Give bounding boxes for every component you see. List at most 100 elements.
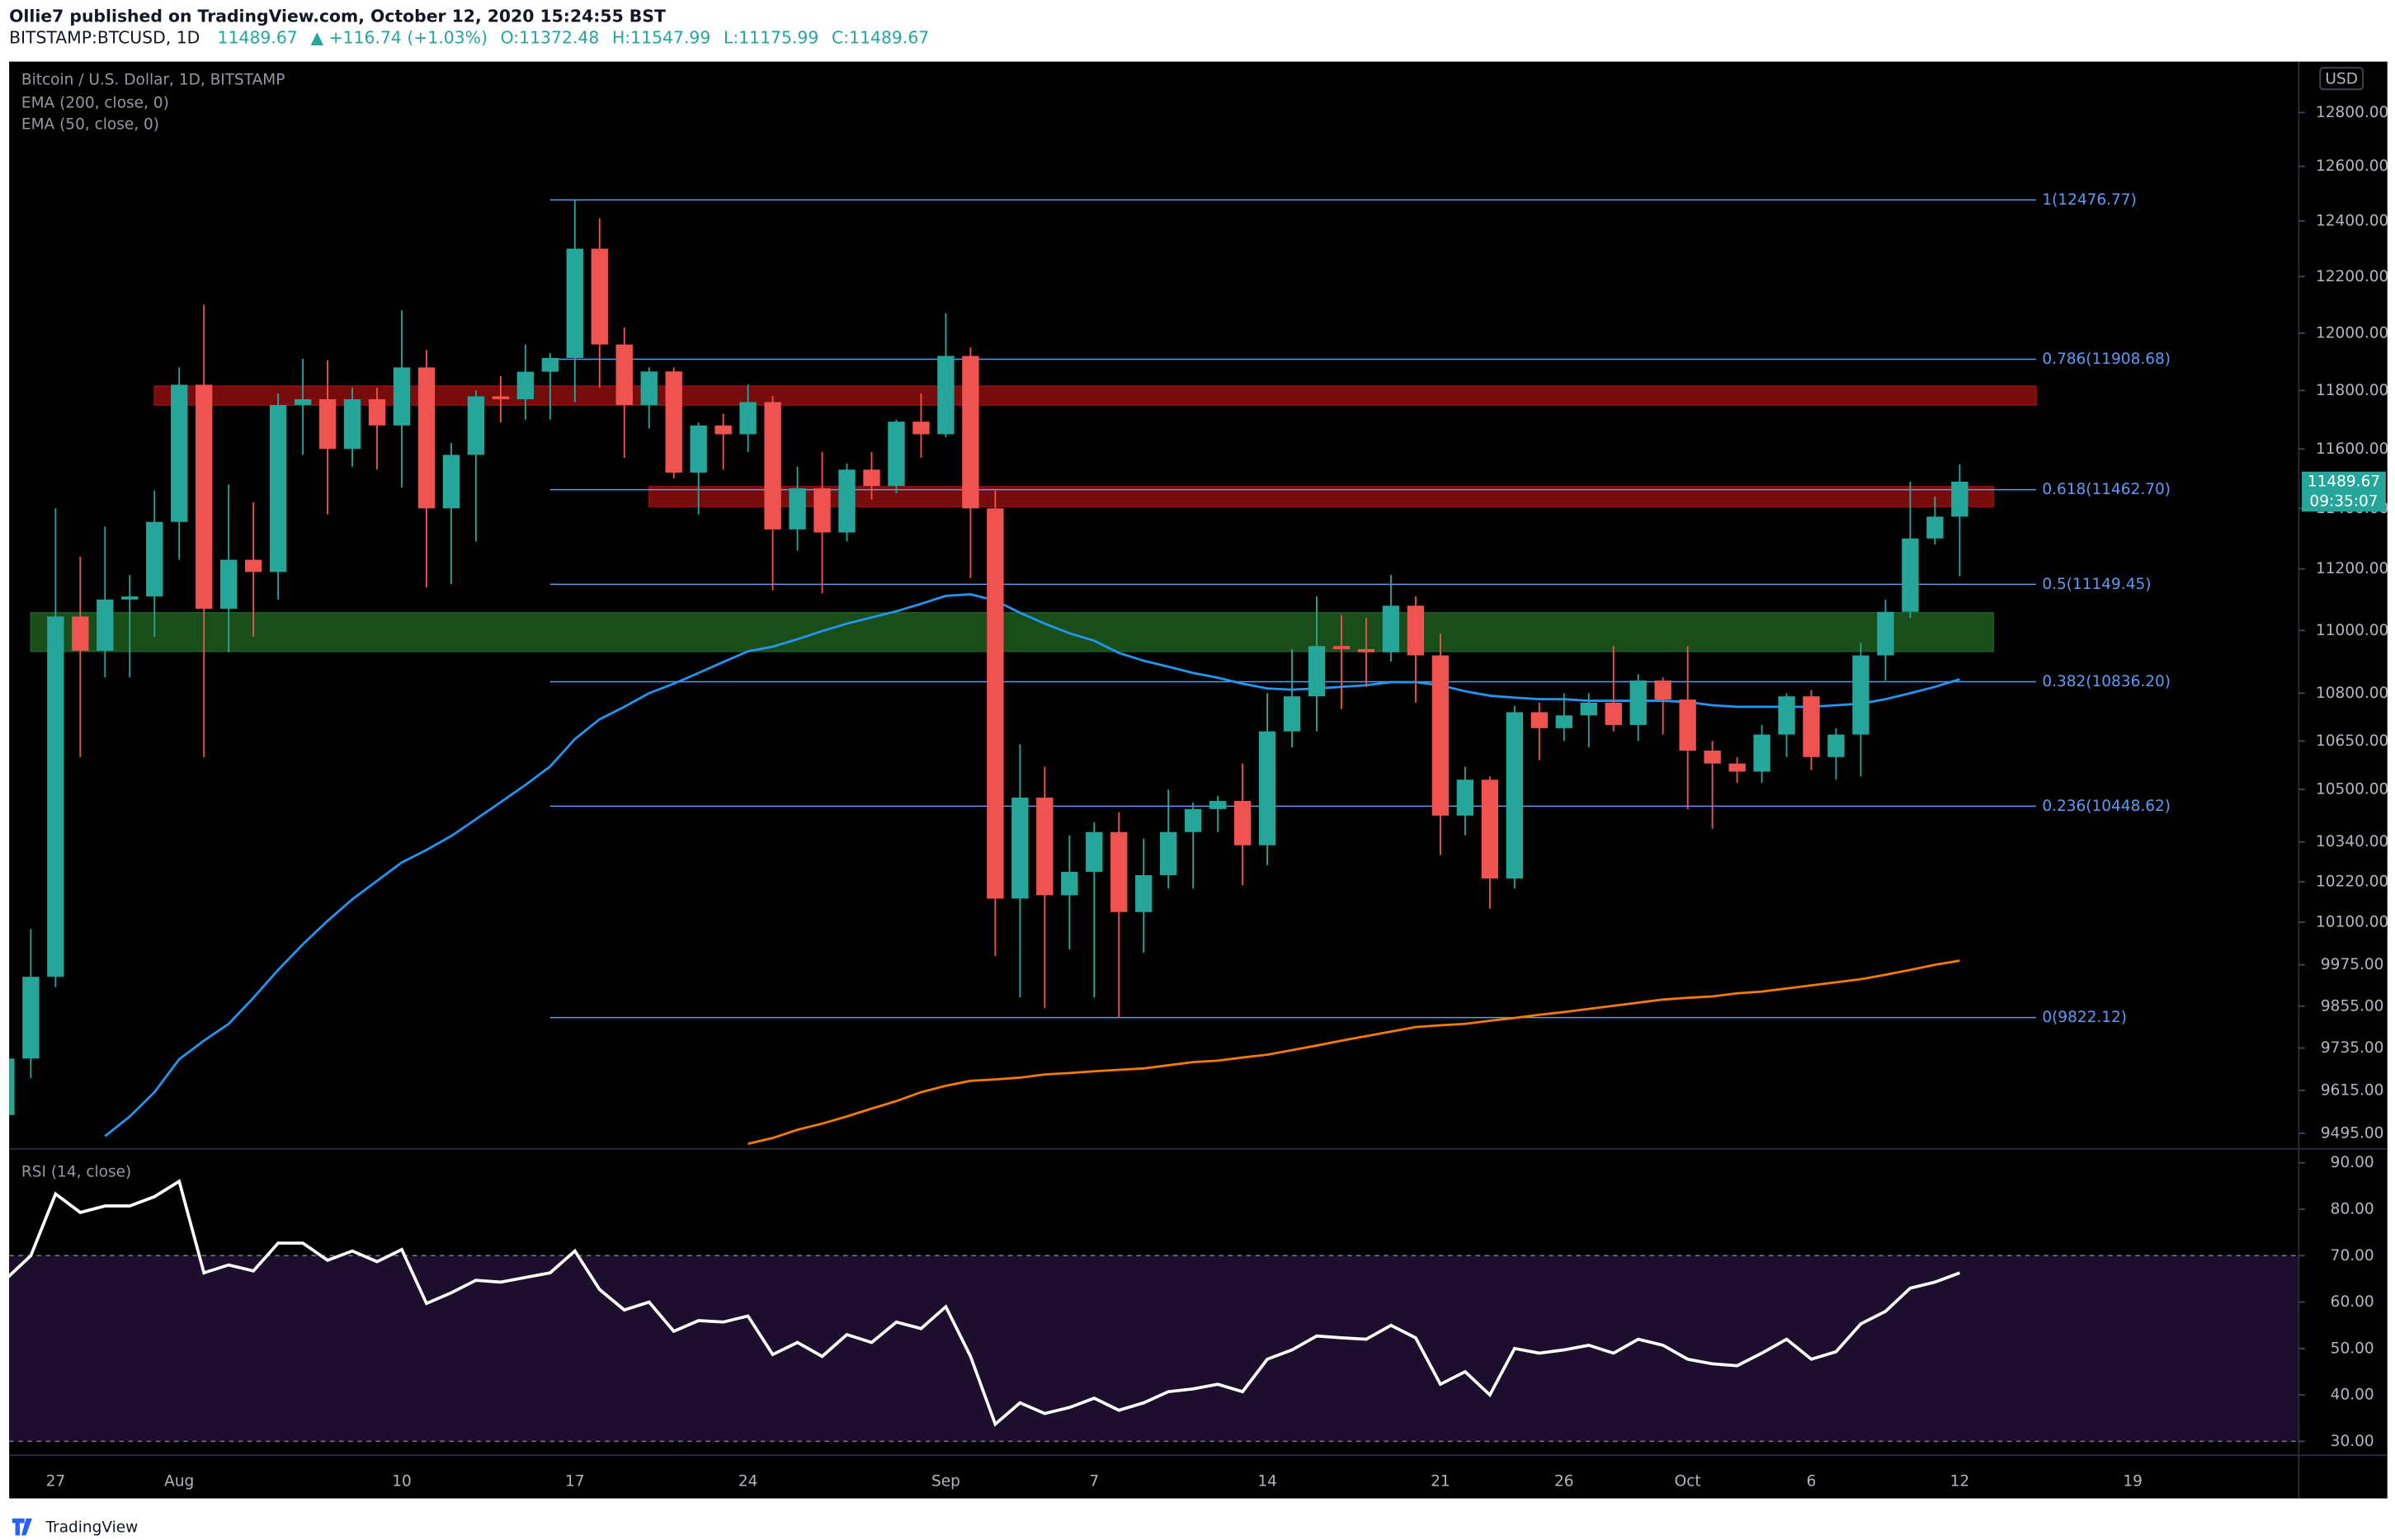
candle-body	[1753, 734, 1770, 772]
candle-body	[1728, 763, 1746, 772]
candle-body	[789, 488, 806, 530]
x-tick-label: 10	[392, 1473, 412, 1491]
chart-title: Bitcoin / U.S. Dollar, 1D, BITSTAMP	[21, 72, 285, 89]
candle-body	[318, 398, 337, 450]
y-tick-label: 11800.00	[2316, 382, 2388, 399]
candle-body	[863, 469, 880, 487]
candle-body	[1704, 751, 1721, 764]
fib-label: 0.382(10836.20)	[2042, 673, 2171, 690]
candle-body	[1160, 831, 1177, 875]
rsi-pane	[9, 1179, 2299, 1443]
candle-body	[1357, 648, 1375, 652]
y-tick-label: 10500.00	[2316, 781, 2388, 798]
candle-body	[1877, 611, 1894, 656]
candle-body	[1555, 715, 1572, 728]
last-price-label: 11489.67	[2308, 473, 2380, 490]
candle-body	[541, 357, 559, 372]
y-tick-label: 10800.00	[2316, 685, 2388, 702]
candle-body	[1926, 516, 1944, 539]
x-tick-label: Sep	[931, 1473, 960, 1491]
y-tick-label: 80.00	[2331, 1200, 2374, 1217]
candle-body	[1308, 646, 1326, 697]
candle-body	[1184, 808, 1202, 832]
y-tick-label: 12200.00	[2316, 268, 2388, 285]
candle-body	[739, 402, 757, 435]
symbol: BITSTAMP:BTCUSD, 1D	[9, 28, 200, 48]
candle-body	[1902, 538, 1919, 612]
candle-body	[442, 454, 460, 509]
x-tick-label: 7	[1089, 1473, 1099, 1491]
candle-body	[47, 616, 64, 977]
y-tick-label: 30.00	[2331, 1433, 2374, 1450]
x-tick-label: 19	[2123, 1473, 2143, 1491]
y-tick-label: 9855.00	[2321, 997, 2384, 1015]
candle-body	[1852, 655, 1869, 735]
x-tick-label: 27	[46, 1473, 66, 1491]
ohlc-close: C:11489.67	[832, 28, 929, 48]
y-tick-label: 9495.00	[2321, 1124, 2384, 1142]
y-tick-label: 9975.00	[2321, 956, 2384, 973]
candle-body	[1629, 681, 1647, 725]
candle-body	[1530, 712, 1548, 728]
rsi-line	[9, 1179, 1961, 1427]
y-tick-label: 10100.00	[2316, 913, 2388, 930]
candle-body	[838, 469, 856, 533]
fib-label: 1(12476.77)	[2042, 191, 2136, 209]
candle-body	[1407, 605, 1425, 656]
y-tick-label: 12800.00	[2316, 104, 2388, 121]
fib-label: 0.236(10448.62)	[2042, 798, 2171, 815]
candle-body	[269, 405, 287, 572]
fib-label: 0.618(11462.70)	[2042, 481, 2171, 498]
candle-body	[1283, 696, 1301, 732]
y-tick-label: 9735.00	[2321, 1039, 2384, 1057]
candle-body	[368, 398, 386, 426]
candle-body	[665, 371, 682, 473]
candle-body	[912, 421, 930, 435]
candle-body	[1951, 481, 1968, 517]
y-tick-label: 11200.00	[2316, 560, 2388, 577]
price-change: ▲ +116.74 (+1.03%)	[310, 28, 487, 48]
logo-icon	[12, 1518, 32, 1536]
candle-body	[467, 396, 485, 455]
y-tick-label: 10220.00	[2316, 874, 2388, 891]
y-tick-label: 12600.00	[2316, 158, 2388, 175]
candle-body	[1803, 696, 1820, 757]
candle-body	[1605, 702, 1622, 725]
countdown-label: 09:35:07	[2309, 493, 2378, 511]
candle-body	[1456, 779, 1474, 816]
candle-body	[1209, 800, 1227, 809]
candle-body	[492, 396, 510, 399]
candle-body	[640, 371, 658, 406]
candle-body	[343, 398, 361, 450]
ohlc-open: O:11372.48	[501, 28, 600, 48]
candle-body	[171, 384, 188, 522]
fib-label: 0.5(11149.45)	[2042, 576, 2151, 593]
y-tick-label: 40.00	[2331, 1387, 2374, 1404]
y-tick-label: 10340.00	[2316, 833, 2388, 850]
candle-body	[121, 596, 139, 600]
y-tick-label: 60.00	[2331, 1293, 2374, 1311]
countdown-box	[2302, 492, 2386, 512]
rsi-title: RSI (14, close)	[21, 1163, 131, 1180]
candle-body	[1654, 681, 1671, 700]
fib-label: 0.786(11908.68)	[2042, 351, 2171, 368]
brand-logo: TradingView	[12, 1518, 138, 1537]
y-tick-label: 50.00	[2331, 1340, 2374, 1357]
axes: 12800.00 12600.00 12400.00 12200.00 12000.00…	[9, 61, 2388, 1499]
x-tick-label: Aug	[164, 1473, 194, 1491]
candle-body	[1431, 655, 1450, 816]
candle-body	[1580, 702, 1597, 716]
x-tick-label: 6	[1807, 1473, 1817, 1491]
candle-body	[1233, 800, 1252, 845]
candle-body	[1506, 712, 1524, 879]
candle-body	[219, 559, 238, 610]
candle-body	[1382, 605, 1400, 652]
y-tick-label: 70.00	[2331, 1247, 2374, 1264]
price-pane: 1(12476.77) 0.786(11908.68) 0.618(11462.70…	[9, 191, 2171, 1146]
candle-body	[1135, 874, 1153, 912]
candle-body	[615, 344, 633, 406]
candle-body	[714, 425, 732, 435]
fib-label: 0(9822.12)	[2042, 1009, 2127, 1026]
candle-body	[1011, 797, 1029, 899]
